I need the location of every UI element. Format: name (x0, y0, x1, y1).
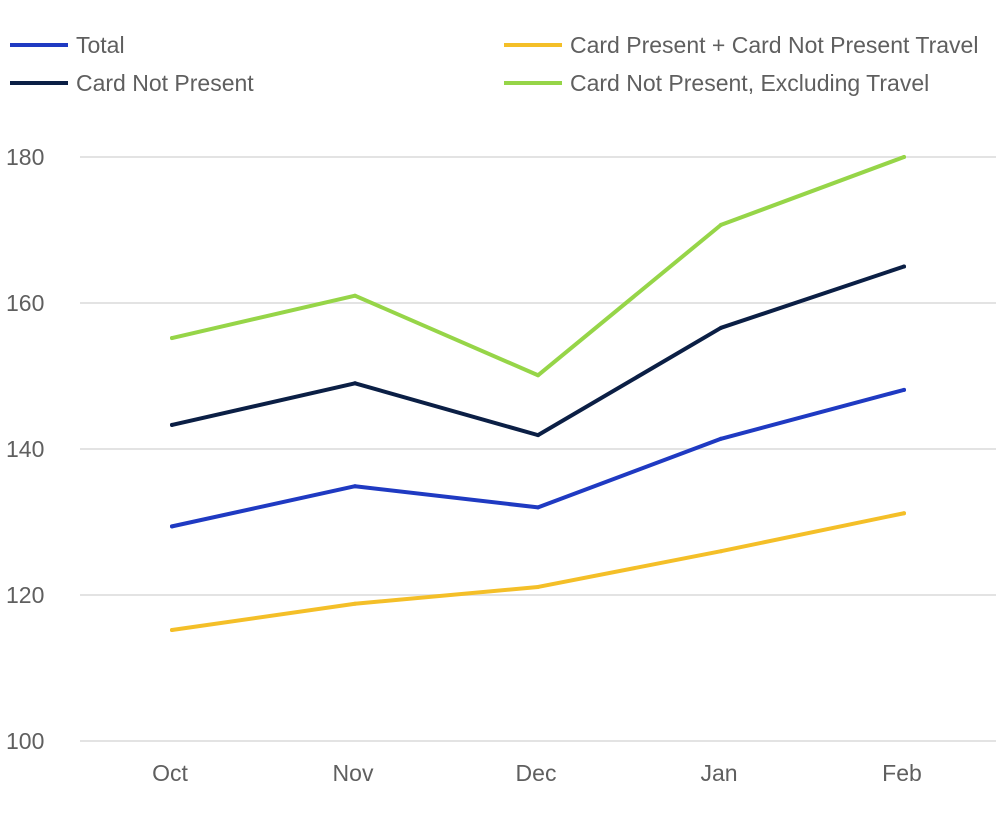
data-point-total-oct (170, 524, 174, 529)
x-axis-ticks: Oct Nov Dec Jan Feb (152, 760, 922, 786)
data-point-card-not-present-excluding-travel-jan (719, 222, 723, 227)
legend-label: Card Not Present, Excluding Travel (570, 70, 929, 96)
x-tick-label-jan: Jan (700, 760, 737, 786)
data-point-card-not-present-feb (902, 264, 906, 269)
y-tick-label: 140 (6, 436, 44, 462)
x-tick-label-oct: Oct (152, 760, 188, 786)
data-point-card-not-present-jan (719, 325, 723, 330)
x-tick-label-feb: Feb (882, 760, 922, 786)
y-tick-label: 160 (6, 290, 44, 316)
data-point-card-not-present-excluding-travel-feb (902, 155, 906, 159)
data-point-card-not-present-excluding-travel-dec (536, 373, 540, 378)
series-line-card-not-present (170, 264, 906, 438)
legend-label: Total (76, 32, 125, 58)
data-point-card-not-present-nov (353, 381, 357, 386)
series-card-present-card-not-present-travel (170, 511, 906, 633)
data-point-card-present-card-not-present-travel-feb (902, 511, 906, 516)
legend-item-total: Total (10, 32, 125, 58)
series-line-card-present-card-not-present-travel (170, 511, 906, 633)
series-card-not-present (170, 264, 906, 438)
y-tick-label: 100 (6, 728, 44, 754)
data-point-card-present-card-not-present-travel-oct (170, 628, 174, 633)
legend-item-card-not-present: Card Not Present (10, 70, 254, 96)
data-point-total-dec (536, 505, 540, 510)
legend-label: Card Not Present (76, 70, 254, 96)
legend-item-card-present-card-not-present-travel: Card Present + Card Not Present Travel (504, 32, 978, 58)
y-tick-label: 120 (6, 582, 44, 608)
data-point-total-jan (719, 436, 723, 441)
series-lines (170, 155, 906, 633)
series-card-not-present-excluding-travel (170, 155, 906, 378)
legend-label: Card Present + Card Not Present Travel (570, 32, 978, 58)
legend: Total Card Not Present Card Present + Card… (10, 32, 978, 96)
data-point-card-not-present-dec (536, 433, 540, 438)
data-point-card-present-card-not-present-travel-dec (536, 584, 540, 589)
data-point-card-not-present-oct (170, 422, 174, 427)
gridlines (80, 156, 996, 742)
data-point-card-present-card-not-present-travel-nov (353, 601, 357, 606)
data-point-total-feb (902, 387, 906, 392)
y-axis-ticks: 100 120 140 160 180 (6, 144, 44, 754)
legend-item-card-not-present-excluding-travel: Card Not Present, Excluding Travel (504, 70, 929, 96)
x-tick-label-dec: Dec (516, 760, 557, 786)
data-point-card-present-card-not-present-travel-jan (719, 549, 723, 554)
data-point-card-not-present-excluding-travel-oct (170, 336, 174, 341)
series-total (170, 387, 906, 529)
data-point-card-not-present-excluding-travel-nov (353, 293, 357, 298)
data-point-total-nov (353, 484, 357, 489)
x-tick-label-nov: Nov (333, 760, 374, 786)
series-line-card-not-present-excluding-travel (170, 155, 906, 378)
y-tick-label: 180 (6, 144, 44, 170)
